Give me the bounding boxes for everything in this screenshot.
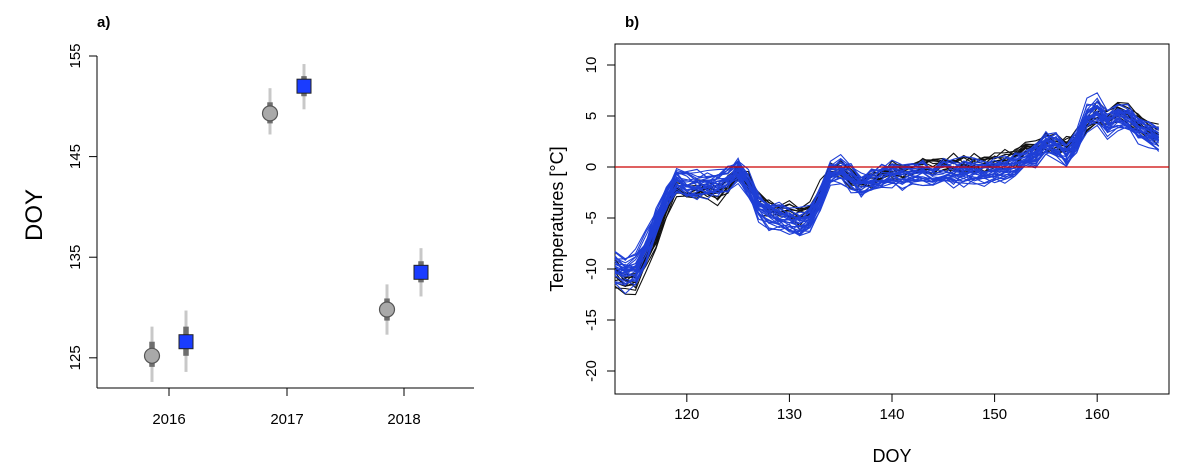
panel-b-x-tick-label: 160 — [1085, 406, 1110, 423]
panel-a-point-circle — [261, 105, 279, 122]
panel-a-y-tick-label: 145 — [67, 144, 84, 169]
panel-a-y-axis-title: DOY — [21, 189, 48, 241]
panel-b-y-ticks: 10 5 0 -5 -10 -15 -20 — [583, 57, 615, 382]
panel-b-blue-series-line — [614, 92, 1159, 273]
panel-b-x-axis-title: DOY — [872, 446, 911, 466]
panel-b-blue-series-line — [614, 104, 1159, 261]
panel-a-x-ticks: 2016 2017 2018 — [152, 388, 421, 428]
panel-b-label: b) — [625, 14, 639, 31]
panel-a-point-circle — [143, 347, 161, 364]
panel-b-plot-frame — [614, 43, 1170, 395]
panel-a-y-tick-label: 155 — [67, 43, 84, 68]
panel-a: a) DOY 125 135 145 155 2016 2017 2018 — [21, 14, 474, 428]
panel-b-blue-series-line — [614, 97, 1160, 277]
panel-b-x-tick-label: 120 — [674, 406, 699, 423]
panel-a-point-square — [178, 334, 194, 350]
panel-b-x-tick-label: 140 — [879, 406, 904, 423]
panel-b-blue-series-line — [614, 105, 1160, 278]
panel-b-lines — [614, 92, 1169, 296]
panel-a-y-tick-label: 125 — [67, 345, 84, 370]
panel-a-point-square — [296, 78, 312, 94]
panel-b-y-axis-title: Temperatures [°C] — [547, 146, 567, 291]
panel-b-y-tick-label: -5 — [583, 211, 600, 224]
panel-a-label: a) — [97, 14, 110, 31]
panel-b-x-tick-label: 130 — [777, 406, 802, 423]
panel-a-x-tick-label: 2017 — [270, 411, 303, 428]
panel-b-y-tick-label: -15 — [583, 309, 600, 331]
panel-b-y-tick-label: -20 — [583, 360, 600, 382]
panel-b-y-tick-label: 10 — [583, 57, 600, 74]
panel-b-y-tick-label: 0 — [583, 163, 600, 171]
panel-a-y-ticks: 125 135 145 155 — [67, 43, 97, 370]
panel-b-y-tick-label: 5 — [583, 112, 600, 120]
panel-a-point-square — [413, 264, 429, 280]
panel-a-x-tick-label: 2018 — [387, 411, 420, 428]
panel-b-x-ticks: 120 130 140 150 160 — [674, 394, 1110, 423]
panel-a-x-tick-label: 2016 — [152, 411, 185, 428]
panel-b-y-tick-label: -10 — [583, 258, 600, 280]
panel-b: b) DOY Temperatures [°C] 10 5 0 -5 -10 -15 -20… — [547, 14, 1170, 466]
panel-a-y-tick-label: 135 — [67, 245, 84, 270]
panel-b-x-tick-label: 150 — [982, 406, 1007, 423]
panel-a-marks — [143, 64, 429, 382]
panel-a-point-circle — [378, 301, 396, 318]
